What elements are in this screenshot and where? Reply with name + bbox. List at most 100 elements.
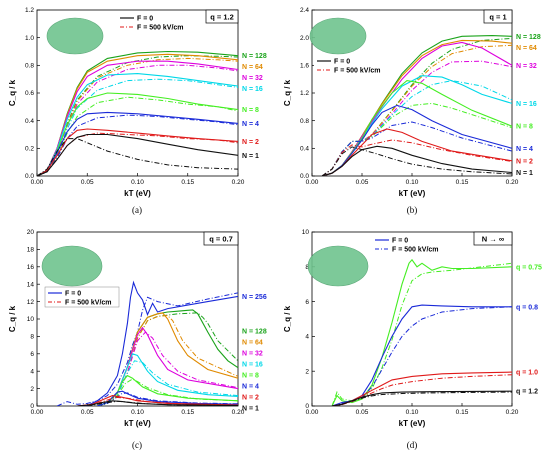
series-end-label: q = 1.2 bbox=[516, 389, 538, 396]
legend-solid-label: F = 0 bbox=[392, 238, 408, 245]
series-line-n4-f500 bbox=[37, 114, 238, 176]
series-line-n16-f500 bbox=[37, 78, 238, 176]
y-axis-label: C_q / k bbox=[8, 79, 17, 106]
x-tick-label: 0.15 bbox=[456, 179, 469, 186]
param-box-label: q = 1 bbox=[489, 13, 506, 22]
x-axis-label: kT (eV) bbox=[124, 189, 151, 198]
series-end-label: N = 1 bbox=[242, 153, 259, 160]
x-tick-label: 0.10 bbox=[406, 409, 419, 416]
x-tick-label: 0.05 bbox=[81, 409, 94, 416]
legend-dashed-label: F = 500 kV/cm bbox=[65, 300, 112, 307]
panel-caption: (a) bbox=[132, 205, 142, 215]
series-line-n1-f500 bbox=[77, 400, 238, 406]
param-box bbox=[483, 9, 513, 24]
series-line-n4-f500 bbox=[321, 121, 512, 176]
series-end-label: N = 2 bbox=[242, 139, 259, 146]
panel-2: 0.00 0.05 0.10 0.15 0.20 0 2 4 6 8 10 12 14 16 18 20 kT … bbox=[8, 229, 267, 450]
series-line-n64-f500 bbox=[321, 44, 512, 176]
series-end-label: N = 256 bbox=[242, 294, 267, 301]
y-tick-label: 8 bbox=[305, 264, 309, 271]
y-tick-label: 2 bbox=[30, 386, 34, 393]
x-tick-label: 0.05 bbox=[81, 179, 94, 186]
param-box-label: q = 0.7 bbox=[209, 235, 233, 244]
y-tick-label: 0.4 bbox=[25, 118, 34, 125]
x-tick-label: 0.10 bbox=[131, 179, 144, 186]
series-line-n8-f500 bbox=[37, 96, 238, 176]
param-box bbox=[203, 231, 239, 246]
series-line-q10-f500 bbox=[331, 374, 512, 406]
y-tick-label: 2 bbox=[305, 368, 309, 375]
series-line-q10-f0 bbox=[331, 371, 512, 406]
series-line-n32-f500 bbox=[321, 60, 512, 176]
x-tick-label: 0.05 bbox=[356, 409, 369, 416]
series-end-label: N = 8 bbox=[242, 373, 259, 380]
x-tick-label: 0.20 bbox=[506, 409, 519, 416]
param-box-label: N → ∞ bbox=[482, 235, 504, 244]
y-tick-label: 0.4 bbox=[300, 146, 309, 153]
y-tick-label: 1.0 bbox=[25, 35, 34, 42]
curves bbox=[56, 280, 238, 406]
y-tick-label: 6 bbox=[305, 299, 309, 306]
series-line-q12-f500 bbox=[331, 391, 512, 406]
legend-solid-label: F = 0 bbox=[65, 291, 81, 298]
y-tick-label: 1.2 bbox=[300, 90, 309, 97]
x-tick-label: 0.20 bbox=[506, 179, 519, 186]
series-end-label: N = 2 bbox=[516, 158, 533, 165]
series-line-n8-f500 bbox=[321, 102, 512, 176]
y-tick-label: 1.2 bbox=[25, 7, 34, 14]
series-line-q12-f0 bbox=[331, 390, 512, 406]
y-tick-label: 2.4 bbox=[300, 7, 309, 14]
y-tick-label: 0.2 bbox=[25, 146, 34, 153]
series-line-n2-f0 bbox=[37, 128, 238, 176]
x-tick-label: 0.20 bbox=[232, 409, 245, 416]
panel-caption: (b) bbox=[407, 205, 418, 215]
y-tick-label: 4 bbox=[305, 334, 309, 341]
y-tick-label: 0 bbox=[30, 403, 34, 410]
legend-box bbox=[117, 12, 191, 32]
series-line-n256-f0 bbox=[77, 280, 238, 406]
panel-1: 0.00 0.05 0.10 0.15 0.20 0.0 0.4 0.8 1.2 1.6 2.0 2.… bbox=[283, 7, 541, 215]
series-end-label: N = 64 bbox=[516, 45, 537, 52]
series-line-n2-f500 bbox=[321, 139, 512, 176]
panel-caption: (c) bbox=[132, 440, 142, 450]
series-end-label: N = 8 bbox=[242, 107, 259, 114]
y-tick-label: 2.0 bbox=[300, 35, 309, 42]
series-end-label: N = 2 bbox=[242, 395, 259, 402]
legend-solid-label: F = 0 bbox=[334, 59, 350, 66]
x-axis-label: kT (eV) bbox=[399, 419, 426, 428]
x-tick-label: 0.20 bbox=[232, 179, 245, 186]
series-end-label: q = 0.8 bbox=[516, 304, 538, 311]
series-line-q075-f500 bbox=[331, 262, 512, 406]
x-tick-label: 0.10 bbox=[406, 179, 419, 186]
x-tick-label: 0.00 bbox=[306, 409, 319, 416]
series-line-q075-f0 bbox=[331, 258, 512, 406]
x-tick-label: 0.15 bbox=[181, 409, 194, 416]
y-tick-label: 10 bbox=[302, 229, 310, 236]
series-end-label: N = 64 bbox=[242, 340, 263, 347]
series-end-label: N = 16 bbox=[242, 86, 263, 93]
y-tick-label: 0.6 bbox=[25, 90, 34, 97]
series-line-n256-f500 bbox=[56, 292, 238, 406]
x-tick-label: 0.00 bbox=[31, 409, 44, 416]
legend-dashed-label: F = 500 kV/cm bbox=[137, 25, 184, 32]
series-end-label: N = 32 bbox=[242, 351, 263, 358]
series-line-n16-f500 bbox=[321, 80, 512, 176]
x-tick-label: 0.00 bbox=[31, 179, 44, 186]
x-tick-label: 0.10 bbox=[131, 409, 144, 416]
series-end-label: N = 4 bbox=[242, 384, 259, 391]
y-tick-label: 1.6 bbox=[300, 63, 309, 70]
series-line-n4-f0 bbox=[97, 390, 238, 406]
series-line-n2-f0 bbox=[321, 128, 512, 176]
ellipse-shape bbox=[309, 17, 367, 55]
param-box bbox=[473, 231, 513, 246]
y-tick-label: 14 bbox=[27, 281, 35, 288]
series-line-n32-f500 bbox=[97, 331, 238, 406]
x-tick-label: 0.00 bbox=[306, 179, 319, 186]
y-tick-label: 0.8 bbox=[25, 63, 34, 70]
series-end-label: N = 4 bbox=[242, 121, 259, 128]
series-end-label: N = 8 bbox=[516, 124, 533, 131]
ellipse-shape bbox=[41, 245, 103, 287]
series-end-label: N = 16 bbox=[516, 101, 537, 108]
series-end-label: N = 16 bbox=[242, 362, 263, 369]
